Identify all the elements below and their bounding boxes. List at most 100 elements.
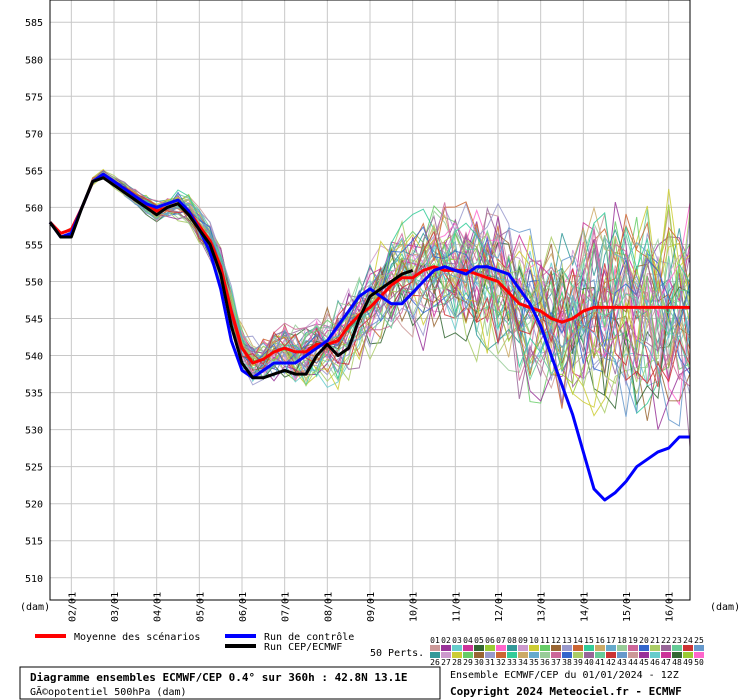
perturbation-line: [49, 176, 691, 386]
x-tick-label: 04/01: [153, 592, 164, 622]
pert-swatch: [639, 645, 649, 651]
pert-id-label: 09: [518, 636, 528, 645]
y-tick-label: 515: [25, 537, 43, 548]
y-tick-label: 545: [25, 315, 43, 326]
y-tick-label: 540: [25, 352, 43, 363]
pert-id-label: 16: [595, 636, 605, 645]
pert-swatch: [485, 652, 495, 658]
pert-id-label: 20: [639, 636, 649, 645]
x-tick-label: 10/01: [409, 592, 420, 622]
pert-id-label: 37: [551, 658, 561, 667]
x-tick-label: 14/01: [579, 592, 590, 622]
pert-id-label: 32: [496, 658, 506, 667]
y-tick-label: 510: [25, 574, 43, 585]
perturbation-line: [49, 171, 691, 383]
pert-swatch: [518, 645, 528, 651]
pert-id-label: 10: [529, 636, 539, 645]
pert-swatch: [595, 652, 605, 658]
pert-swatch: [496, 645, 506, 651]
info-copyright: Copyright 2024 Meteociel.fr - ECMWF: [450, 685, 682, 698]
pert-id-label: 07: [496, 636, 506, 645]
x-tick-label: 08/01: [323, 592, 334, 622]
pert-swatch: [463, 645, 473, 651]
pert-swatch: [485, 645, 495, 651]
pert-swatch: [639, 652, 649, 658]
pert-id-label: 17: [606, 636, 616, 645]
main-series: [48, 172, 690, 502]
x-tick-label: 12/01: [494, 592, 505, 622]
y-tick-label: 555: [25, 240, 43, 251]
pert-id-label: 04: [463, 636, 473, 645]
pert-id-label: 26: [430, 658, 440, 667]
pert-id-label: 19: [628, 636, 638, 645]
pert-swatch: [441, 645, 451, 651]
pert-id-label: 41: [595, 658, 605, 667]
pert-id-label: 29: [463, 658, 473, 667]
pert-swatch: [452, 645, 462, 651]
pert-swatch: [661, 645, 671, 651]
pert-swatch: [573, 652, 583, 658]
pert-swatch: [694, 652, 704, 658]
pert-id-label: 33: [507, 658, 517, 667]
x-tick-label: 11/01: [451, 592, 462, 622]
pert-id-label: 02: [441, 636, 451, 645]
pert-id-label: 14: [573, 636, 583, 645]
pert-id-label: 27: [441, 658, 451, 667]
pert-swatch: [672, 645, 682, 651]
pert-id-label: 24: [683, 636, 693, 645]
pert-swatch: [562, 652, 572, 658]
pert-swatch: [540, 645, 550, 651]
legend-label-mean: Moyenne des scénarios: [74, 631, 200, 643]
y-tick-label: 520: [25, 500, 43, 511]
x-tick-label: 15/01: [622, 592, 633, 622]
pert-id-label: 34: [518, 658, 528, 667]
pert-swatch: [507, 652, 517, 658]
legend-label-control: Run de contrôle: [264, 631, 354, 643]
pert-id-label: 11: [540, 636, 550, 645]
x-tick-label: 06/01: [238, 592, 249, 622]
pert-id-label: 44: [628, 658, 638, 667]
pert-id-label: 12: [551, 636, 561, 645]
y-tick-label: 570: [25, 129, 43, 140]
pert-swatch: [540, 652, 550, 658]
pert-swatch: [496, 652, 506, 658]
pert-id-label: 48: [672, 658, 682, 667]
x-tick-label: 16/01: [665, 592, 676, 622]
pert-id-label: 46: [650, 658, 660, 667]
y-tick-label: 585: [25, 18, 43, 29]
pert-swatch: [672, 652, 682, 658]
pert-swatch: [595, 645, 605, 651]
pert-id-label: 05: [474, 636, 484, 645]
x-axis: 02/01 03/01 04/01 05/01 06/01 07/01 08/01 09/01…: [67, 592, 675, 622]
pert-id-label: 22: [661, 636, 671, 645]
pert-swatch: [452, 652, 462, 658]
y-tick-label: 575: [25, 92, 43, 103]
pert-swatch: [628, 645, 638, 651]
y-tick-label: 530: [25, 426, 43, 437]
pert-swatch: [661, 652, 671, 658]
pert-swatch: [617, 645, 627, 651]
pert-swatch: [441, 652, 451, 658]
pert-swatch: [694, 645, 704, 651]
pert-swatch: [617, 652, 627, 658]
pert-swatch: [474, 652, 484, 658]
pert-id-label: 38: [562, 658, 572, 667]
legend-label-cep: Run CEP/ECMWF: [264, 642, 342, 653]
pert-swatch: [683, 652, 693, 658]
perturbation-line: [49, 177, 691, 427]
x-tick-label: 09/01: [366, 592, 377, 622]
chart-title: Diagramme ensembles ECMWF/CEP 0.4° sur 3…: [30, 671, 408, 684]
pert-swatch: [474, 645, 484, 651]
pert-swatch: [562, 645, 572, 651]
pert-id-label: 30: [474, 658, 484, 667]
pert-swatch: [584, 652, 594, 658]
y-tick-label: 560: [25, 203, 43, 214]
ylabel-left: (dam): [20, 602, 50, 613]
pert-id-label: 28: [452, 658, 462, 667]
x-tick-label: 05/01: [195, 592, 206, 622]
pert-id-label: 25: [694, 636, 704, 645]
pert-id-label: 35: [529, 658, 539, 667]
pert-swatch: [606, 645, 616, 651]
pert-swatch: [584, 645, 594, 651]
